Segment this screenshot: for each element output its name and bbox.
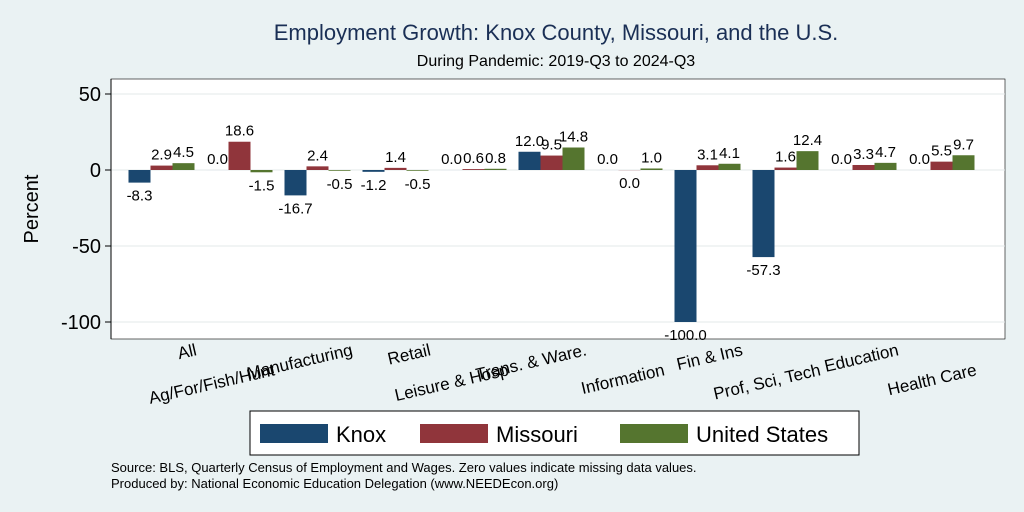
x-tick-label-prof-sci-tech: Prof, Sci, Tech (712, 360, 823, 403)
bar-united-states-fin-ins (718, 163, 741, 170)
source-note: Source: BLS, Quarterly Census of Employm… (111, 460, 697, 475)
data-label-missouri-education: 3.3 (853, 146, 874, 163)
bar-united-states-ag-for-fish-hunt (250, 170, 273, 173)
bar-knox-all (128, 170, 151, 183)
data-label-united-states-prof-sci-tech: 12.4 (793, 132, 822, 149)
data-label-knox-trans-ware: 12.0 (515, 133, 544, 150)
x-tick-label-manufacturing: Manufacturing (245, 340, 354, 383)
bar-united-states-prof-sci-tech (796, 151, 819, 170)
data-label-knox-education: 0.0 (831, 151, 852, 168)
data-label-knox-manufacturing: -16.7 (278, 200, 312, 217)
chart-title: Employment Growth: Knox County, Missouri… (274, 20, 839, 45)
data-labels: -8.3 2.9 4.5 0.0 18.6 -1.5-16.7 2.4 -0.5 -1.2 1.4… (127, 123, 974, 344)
y-tick-label: -100 (61, 312, 101, 334)
bar-missouri-education (852, 164, 875, 170)
y-tick-label: 0 (90, 160, 101, 182)
legend-swatch-united-states (620, 424, 688, 443)
plot-background (110, 78, 1006, 340)
produced-note: Produced by: National Economic Education… (111, 476, 558, 491)
bar-united-states-all (172, 163, 195, 170)
bar-knox-retail (362, 170, 385, 172)
y-axis: 50 0 -50 -100 (61, 79, 112, 339)
data-label-missouri-trans-ware: 9.5 (541, 137, 562, 154)
data-label-missouri-health-care: 5.5 (931, 143, 952, 160)
data-label-missouri-fin-ins: 3.1 (697, 146, 718, 163)
data-label-missouri-leisure-hosp: 0.6 (463, 150, 484, 167)
bar-knox-manufacturing (284, 170, 307, 196)
bar-missouri-ag-for-fish-hunt (228, 141, 251, 170)
legend: Knox Missouri United States (249, 410, 860, 456)
bar-united-states-health-care (952, 155, 975, 170)
data-label-united-states-fin-ins: 4.1 (719, 145, 740, 162)
data-label-united-states-retail: -0.5 (405, 176, 431, 193)
bar-knox-trans-ware (518, 151, 541, 170)
bar-united-states-manufacturing (328, 170, 351, 171)
data-label-knox-ag-for-fish-hunt: 0.0 (207, 151, 228, 168)
data-label-missouri-information: 0.0 (619, 175, 640, 192)
chart-subtitle: During Pandemic: 2019-Q3 to 2024-Q3 (417, 53, 695, 70)
data-label-knox-all: -8.3 (127, 188, 153, 205)
data-label-united-states-ag-for-fish-hunt: -1.5 (249, 177, 275, 194)
x-tick-label-retail: Retail (386, 340, 433, 368)
x-tick-label-trans-ware: Trans. & Ware. (474, 340, 588, 384)
bars (128, 141, 975, 322)
y-tick-label: 50 (79, 84, 101, 106)
y-tick-label: -50 (72, 236, 101, 258)
data-label-united-states-leisure-hosp: 0.8 (485, 150, 506, 167)
data-label-knox-prof-sci-tech: -57.3 (746, 262, 780, 279)
legend-swatch-knox (260, 424, 328, 443)
bar-united-states-retail (406, 170, 429, 171)
x-tick-label-fin-ins: Fin & Ins (675, 340, 745, 374)
bar-knox-fin-ins (674, 170, 697, 322)
legend-box (249, 410, 860, 456)
y-axis-label: Percent (21, 174, 43, 243)
legend-label-united-states: United States (696, 422, 828, 447)
bar-missouri-all (150, 165, 173, 170)
data-label-united-states-information: 1.0 (641, 149, 662, 166)
data-label-united-states-trans-ware: 14.8 (559, 129, 588, 146)
bar-missouri-leisure-hosp (462, 169, 485, 170)
bar-missouri-manufacturing (306, 166, 329, 170)
data-label-knox-fin-ins: -100.0 (664, 327, 707, 344)
data-label-knox-leisure-hosp: 0.0 (441, 151, 462, 168)
data-label-missouri-ag-for-fish-hunt: 18.6 (225, 123, 254, 140)
bar-united-states-education (874, 162, 897, 170)
data-label-knox-health-care: 0.0 (909, 151, 930, 168)
bar-united-states-trans-ware (562, 147, 585, 170)
data-label-knox-information: 0.0 (597, 151, 618, 168)
data-label-knox-retail: -1.2 (361, 177, 387, 194)
data-label-missouri-retail: 1.4 (385, 149, 406, 166)
x-tick-label-information: Information (579, 360, 666, 398)
data-label-missouri-manufacturing: 2.4 (307, 147, 328, 164)
legend-label-missouri: Missouri (496, 422, 578, 447)
x-tick-label-health-care: Health Care (886, 360, 979, 399)
bar-missouri-fin-ins (696, 165, 719, 170)
bar-missouri-prof-sci-tech (774, 167, 797, 170)
bar-missouri-health-care (930, 161, 953, 170)
x-tick-label-all: All (176, 340, 199, 363)
data-label-united-states-all: 4.5 (173, 144, 194, 161)
bar-united-states-leisure-hosp (484, 168, 507, 170)
legend-swatch-missouri (420, 424, 488, 443)
data-label-united-states-manufacturing: -0.5 (327, 176, 353, 193)
data-label-missouri-all: 2.9 (151, 147, 172, 164)
data-label-united-states-health-care: 9.7 (953, 136, 974, 153)
bar-knox-prof-sci-tech (752, 170, 775, 258)
legend-label-knox: Knox (336, 422, 386, 447)
bar-missouri-trans-ware (540, 155, 563, 170)
data-label-missouri-prof-sci-tech: 1.6 (775, 149, 796, 166)
bar-united-states-information (640, 168, 663, 170)
bar-missouri-retail (384, 167, 407, 170)
x-tick-label-education: Education (822, 340, 900, 376)
data-label-united-states-education: 4.7 (875, 144, 896, 161)
